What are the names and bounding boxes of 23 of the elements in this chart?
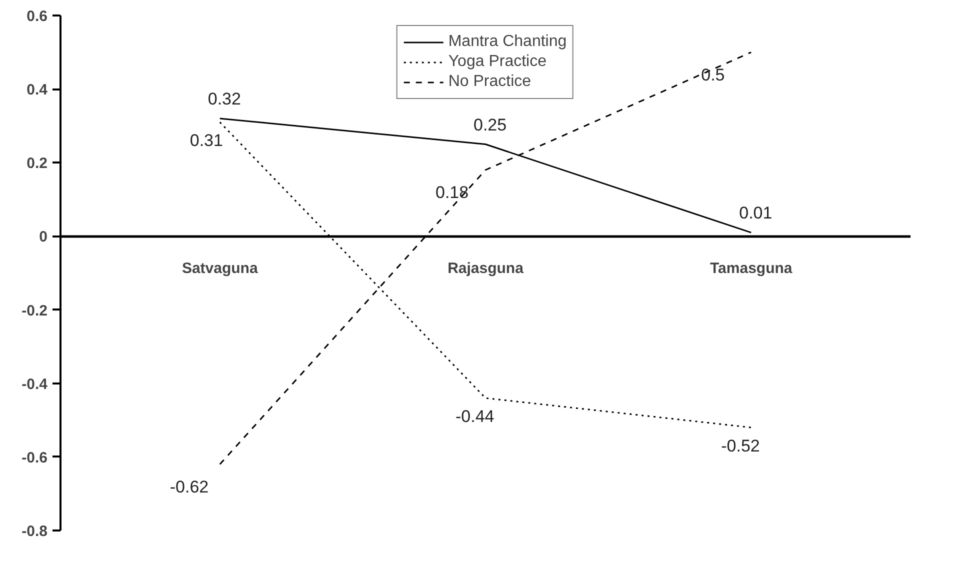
y-tick-label: 0.2: [26, 155, 48, 172]
data-label: 0.5: [701, 65, 725, 84]
legend-label: Mantra Chanting: [448, 33, 567, 51]
data-label: -0.52: [721, 436, 760, 456]
data-label: 0.25: [474, 115, 507, 134]
x-tick-label: Satvaguna: [182, 260, 258, 278]
x-tick-label: Tamasguna: [710, 260, 793, 278]
y-tick-label: 0: [39, 228, 48, 246]
y-tick-label: 0.4: [26, 82, 48, 99]
y-tick-label: -0.8: [22, 523, 48, 540]
data-label: -0.44: [456, 407, 494, 426]
data-label: -0.62: [170, 477, 209, 496]
y-tick-label: -0.4: [22, 376, 48, 393]
x-tick-label: Rajasguna: [448, 260, 524, 278]
data-label: 0.32: [208, 90, 241, 108]
y-tick-label: -0.6: [22, 449, 48, 466]
y-tick-label: 0.6: [26, 8, 48, 25]
legend-label: Yoga Practice: [448, 53, 546, 71]
data-label: 0.01: [739, 204, 772, 223]
legend-label: No Practice: [448, 73, 532, 91]
data-label: 0.18: [436, 183, 469, 202]
y-tick-label: -0.2: [22, 302, 48, 320]
data-label: 0.31: [190, 131, 223, 150]
